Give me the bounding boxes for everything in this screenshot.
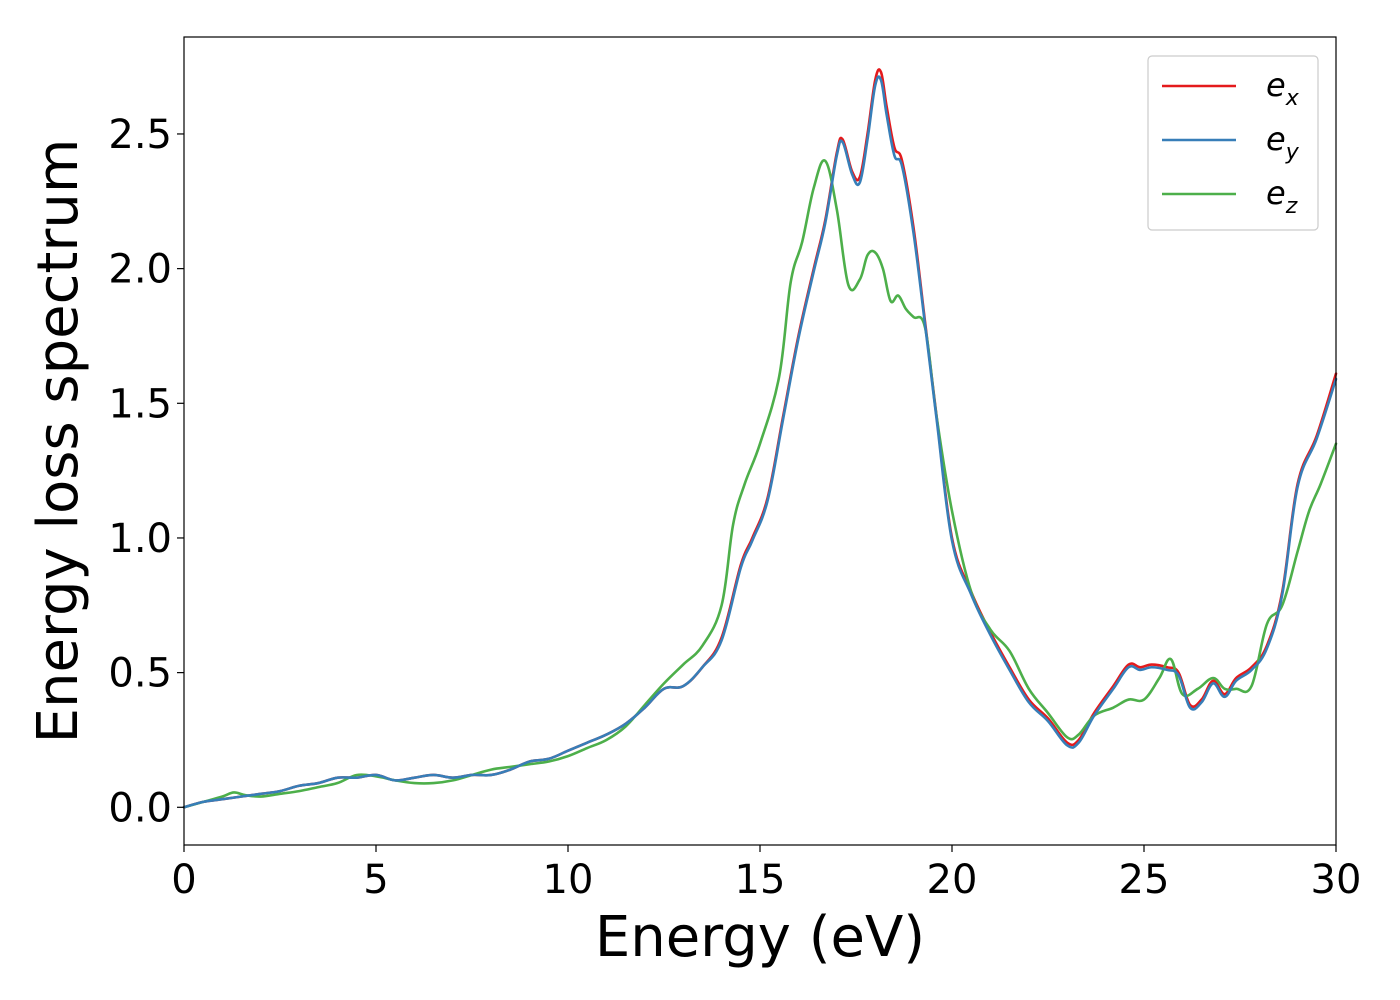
legend-entries: ex ey ez (1162, 66, 1300, 219)
x-tick-label: 20 (927, 857, 978, 903)
legend-frame (1147, 55, 1319, 231)
legend-label-x: ex (1266, 66, 1300, 111)
legend-label-z: ez (1266, 174, 1298, 219)
series-line-y (182, 75, 1338, 809)
y-tick-label: 0.0 (108, 785, 172, 831)
y-axis-ticks: 0.0 0.5 1.0 1.5 2.0 2.5 (108, 112, 184, 831)
y-tick-label: 1.5 (108, 381, 172, 427)
y-tick-label: 2.0 (108, 247, 172, 293)
y-tick-label: 1.0 (108, 516, 172, 562)
y-tick-label: 0.5 (108, 651, 172, 697)
x-axis-ticks: 0 5 10 15 20 25 30 (171, 845, 1361, 903)
y-axis-title: Energy loss spectrum (26, 139, 91, 744)
legend-label-y: ey (1266, 120, 1300, 165)
x-tick-label: 15 (735, 857, 786, 903)
x-tick-label: 5 (363, 857, 388, 903)
series-lines (182, 68, 1338, 809)
x-tick-label: 0 (171, 857, 196, 903)
x-tick-label: 25 (1119, 857, 1170, 903)
x-axis-title: Energy (eV) (595, 905, 925, 970)
y-tick-label: 2.5 (108, 112, 172, 158)
legend: ex ey ez (1147, 55, 1319, 231)
x-tick-label: 30 (1311, 857, 1362, 903)
x-tick-label: 10 (543, 857, 594, 903)
